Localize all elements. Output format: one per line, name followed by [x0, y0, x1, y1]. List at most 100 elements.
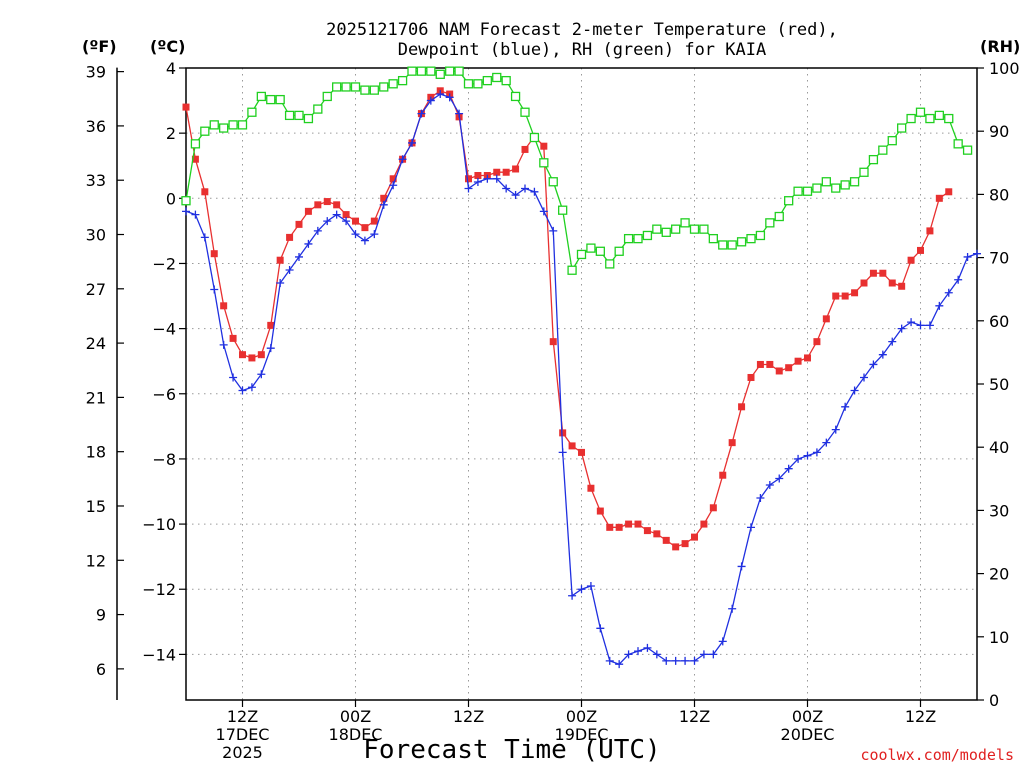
dewpoint-point [756, 494, 765, 503]
dewpoint-point [539, 207, 548, 216]
temperature-point [540, 142, 548, 150]
rh-point [332, 82, 342, 92]
axes [116, 67, 984, 707]
temperature-point [926, 227, 934, 235]
dewpoint-point [247, 383, 256, 392]
dewpoint-point [342, 217, 351, 226]
dewpoint-point [765, 480, 774, 489]
temperature-point [370, 217, 378, 225]
rh-point [868, 154, 879, 165]
dewpoint-point [897, 324, 906, 333]
fahrenheit-tick-label: 36 [86, 117, 106, 136]
rh-point [595, 246, 605, 256]
temperature-point [917, 246, 924, 254]
series-rh [181, 66, 973, 275]
temperature-point [276, 256, 284, 264]
temperature-point [822, 315, 830, 323]
dewpoint-point [605, 656, 614, 665]
rh-point [407, 66, 417, 76]
rh-point [736, 237, 747, 247]
rh-point [661, 227, 671, 237]
dewpoint-point [229, 373, 238, 382]
dewpoint-point [822, 438, 831, 447]
temperature-point [935, 194, 943, 202]
dewpoint-point [577, 585, 586, 594]
rh-point [313, 104, 323, 114]
temperature-point [380, 194, 388, 202]
rh-unit-label: (RH) [980, 37, 1020, 56]
rh-point [529, 132, 540, 143]
temperature-point [220, 302, 228, 310]
rh-point [878, 145, 888, 155]
dewpoint-point [794, 454, 803, 463]
dewpoint-point [831, 425, 840, 434]
temperature-point [888, 279, 896, 287]
dewpoint-point [643, 643, 652, 652]
temperature-point [775, 367, 783, 375]
rh-point [228, 120, 238, 130]
celsius-tick-label: −12 [142, 580, 176, 599]
x-tick-label: 19DEC [555, 725, 609, 744]
dewpoint-point [360, 236, 369, 245]
dewpoint-point [257, 370, 266, 379]
dewpoint-point [925, 321, 934, 330]
dewpoint-point [455, 109, 464, 118]
rh-point [219, 123, 229, 133]
rh-point [463, 79, 474, 89]
temperature-point [766, 360, 774, 368]
rh-line [185, 70, 968, 273]
rh-point [539, 158, 549, 168]
temperature-point [239, 351, 246, 359]
dewpoint-point [690, 656, 699, 665]
rh-point [962, 145, 973, 155]
temperature-point [201, 188, 209, 196]
temperature-point [747, 373, 755, 381]
fahrenheit-tick-label: 9 [96, 606, 106, 625]
plot-frame [185, 67, 978, 701]
x-tick-label: 2025 [222, 743, 263, 762]
dewpoint-point [182, 207, 190, 216]
x-tick-label: 20DEC [781, 725, 835, 744]
temperature-point [474, 172, 482, 180]
temperature-point [709, 504, 717, 512]
temperature-point [559, 429, 567, 437]
temperature-point [813, 338, 821, 346]
rh-point [369, 85, 379, 95]
dewpoint-point [671, 656, 680, 665]
rh-point [755, 230, 766, 241]
rh-point [812, 183, 822, 193]
rh-point [473, 79, 483, 89]
dewpoint-point [285, 265, 294, 274]
fahrenheit-tick-label: 15 [86, 497, 106, 516]
x-tick-label: 18DEC [329, 725, 383, 744]
dewpoint-point [634, 647, 642, 656]
dewpoint-point [709, 650, 718, 659]
rh-point [482, 75, 492, 86]
rh-point [360, 85, 370, 95]
temperature-point [860, 279, 868, 287]
rh-point [802, 186, 813, 196]
dewpoint-point [530, 187, 539, 196]
x-tick-label: 12Z [905, 707, 936, 726]
dewpoint-point [389, 181, 398, 190]
rh-point [614, 246, 624, 256]
fahrenheit-tick-label: 30 [86, 226, 106, 245]
celsius-unit-label: (ºC) [150, 37, 185, 56]
temperature-point [719, 471, 727, 479]
dewpoint-point [464, 184, 473, 193]
dewpoint-point [699, 650, 708, 659]
celsius-tick-label: −6 [152, 385, 176, 404]
temperature-point [493, 168, 501, 176]
fahrenheit-tick-label: 39 [86, 63, 106, 82]
temperature-point [568, 442, 576, 450]
celsius-tick-label: −4 [152, 320, 176, 339]
rh-point [699, 224, 709, 234]
rh-point [294, 110, 304, 121]
rh-point [350, 82, 361, 92]
temperature-point [191, 155, 199, 163]
rh-tick-label: 20 [989, 565, 1009, 584]
series-temperature [182, 87, 953, 551]
rh-point [492, 72, 502, 83]
dewpoint-point [295, 252, 303, 261]
